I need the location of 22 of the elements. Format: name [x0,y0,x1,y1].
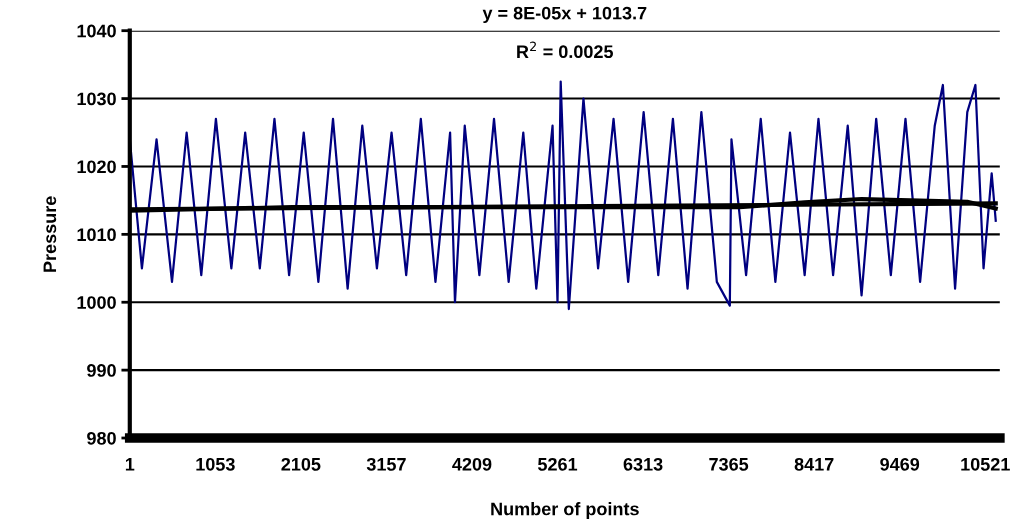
x-tick-label: 7365 [709,457,749,471]
y-tick-label: 1030 [77,92,116,106]
x-axis-title: Number of points [491,502,639,519]
y-tick-label: 980 [87,431,116,445]
x-tick-label: 8417 [794,457,834,471]
x-tick-label: 3157 [366,457,406,471]
y-tick-label: 1000 [77,296,116,309]
x-tick-label: 1 [125,458,135,471]
y-tick-label: 1020 [77,160,116,174]
y-axis-title: Pressure [43,196,57,272]
x-tick-label: 4209 [452,457,492,471]
x-tick-label: 5261 [537,457,578,471]
x-tick-label: 10521 [961,457,1010,471]
x-tick-label: 6313 [623,457,663,471]
text: y = 8E-05x + 1013.7 [482,6,647,24]
x-tick-label: 1053 [196,457,235,471]
x-tick-label: 9469 [880,457,920,471]
y-tick-label: 1040 [77,24,116,38]
x-tick-label: 2105 [281,457,321,471]
y-tick-label: 990 [87,364,116,377]
annotation: R$^{2}$ = 0.0025 [517,41,613,59]
y-tick-label: 1010 [77,228,116,242]
